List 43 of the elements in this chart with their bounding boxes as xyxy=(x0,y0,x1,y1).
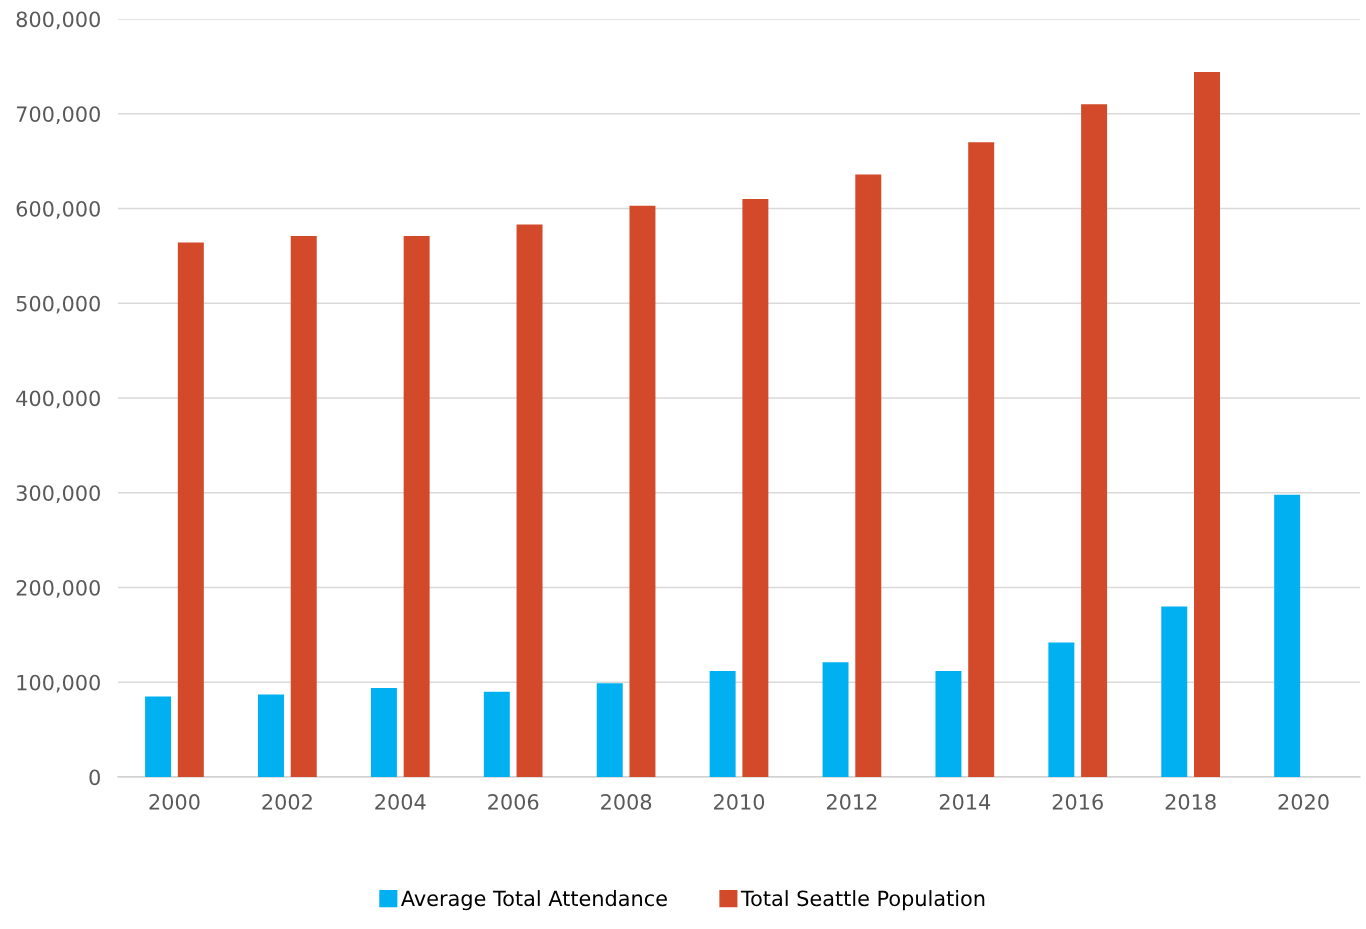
bar xyxy=(1161,606,1188,777)
bar xyxy=(1274,494,1301,777)
legend-label: Total Seattle Population xyxy=(740,890,985,911)
bar xyxy=(742,199,769,777)
bar xyxy=(822,662,849,777)
y-tick-label: 700,000 xyxy=(16,106,100,125)
x-tick-label: 2008 xyxy=(601,794,652,810)
bar xyxy=(1081,104,1108,777)
bar xyxy=(709,670,736,777)
bar xyxy=(290,235,317,777)
x-tick-label: 2016 xyxy=(1052,794,1103,810)
bar xyxy=(629,205,656,777)
bar xyxy=(1048,642,1075,777)
y-tick-label: 600,000 xyxy=(16,200,100,219)
y-tick-label: 200,000 xyxy=(16,579,100,598)
bar xyxy=(403,235,430,777)
y-tick-label: 500,000 xyxy=(16,295,100,314)
x-tick-label: 2014 xyxy=(939,794,991,810)
bar xyxy=(596,683,623,777)
bar xyxy=(1194,72,1220,777)
x-tick-label: 2010 xyxy=(714,794,765,810)
x-tick-label: 2012 xyxy=(826,794,877,810)
x-tick-label: 2000 xyxy=(149,794,200,810)
y-tick-label: 300,000 xyxy=(16,485,100,504)
bar xyxy=(855,174,882,777)
x-tick-label: 2020 xyxy=(1278,794,1329,810)
y-tick-label: 100,000 xyxy=(17,674,100,693)
y-tick-label: 0 xyxy=(89,769,100,786)
x-tick-label: 2004 xyxy=(375,794,426,810)
legend-label: Average Total Attendance xyxy=(400,890,667,911)
bar xyxy=(968,142,995,777)
bar xyxy=(516,224,543,777)
x-tick-label: 2006 xyxy=(488,794,539,810)
y-tick-label: 800,000 xyxy=(16,11,100,30)
x-tick-label: 2018 xyxy=(1165,794,1216,810)
bar xyxy=(258,694,284,777)
y-tick-label: 400,000 xyxy=(16,390,100,409)
bar xyxy=(370,687,397,777)
bar xyxy=(935,670,962,777)
bar xyxy=(177,242,204,777)
bar xyxy=(145,696,172,777)
bar xyxy=(483,691,510,777)
x-tick-label: 2002 xyxy=(262,794,312,810)
